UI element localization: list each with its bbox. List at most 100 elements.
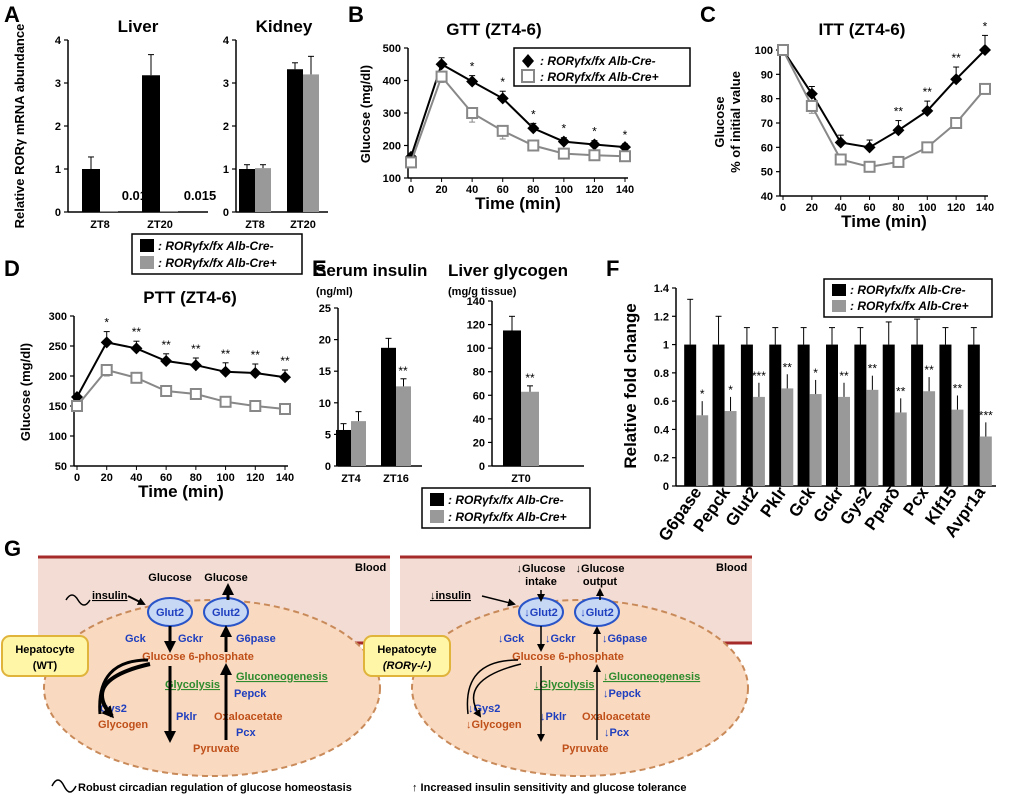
x-tick-label: 60	[160, 472, 172, 484]
y-tick-label: 3	[55, 78, 61, 90]
y-tick-label: 70	[761, 118, 773, 130]
data-point	[979, 44, 991, 56]
bar	[303, 74, 319, 213]
bar	[740, 344, 753, 486]
bar	[287, 69, 303, 213]
y-tick-label: 100	[467, 343, 485, 355]
x-tick-label: 60	[497, 184, 509, 196]
data-point	[219, 395, 232, 408]
glucose-output-label-2: output	[583, 576, 618, 588]
data-point	[249, 400, 262, 412]
legend-swatch-wt	[140, 239, 154, 252]
chart-title: Liver glycogen	[448, 261, 568, 280]
chart-d-ptt: 50 100 150 200 250 300 0 20 40 60 80 100 120 140 Time …	[18, 288, 294, 501]
x-tick-label: ZT8	[245, 219, 265, 231]
y-axis-label: Glucose (mg/dl)	[358, 65, 373, 163]
x-tick-label: 40	[130, 472, 142, 484]
chart-e-insulin: 0 5 10 15 20 25 ZT4 ZT16 Serum insulin (ng/ml) **	[315, 261, 427, 485]
glycolysis-label: ↓Glycolysis	[534, 679, 595, 691]
panel-label-f: F	[606, 256, 619, 281]
chart-title: GTT (ZT4-6)	[446, 20, 541, 39]
legend-marker-wt	[522, 54, 534, 68]
pcx-label: ↓Pcx	[604, 727, 630, 739]
blood-label: Blood	[716, 562, 747, 574]
hepatocyte-cell	[43, 599, 381, 777]
y-tick-label: 200	[49, 371, 67, 383]
significance-marker: **	[951, 51, 961, 65]
y-tick-label: 100	[755, 45, 773, 57]
g6p-label: Glucose 6-phosphate	[512, 651, 624, 663]
y-tick-label: 150	[49, 401, 67, 413]
y-tick-label: 0.4	[654, 424, 670, 436]
bar	[752, 396, 765, 486]
legend-wt-label: : RORγfx/fx Alb-Cre-	[448, 493, 564, 507]
data-label: 0.015	[184, 188, 217, 203]
bar	[939, 344, 952, 486]
x-tick-label: 0	[780, 202, 786, 214]
y-tick-label: 500	[383, 43, 401, 55]
bar	[160, 211, 178, 212]
pepck-label: Pepck	[234, 688, 267, 700]
significance-marker: ***	[752, 369, 766, 383]
x-tick-label: 20	[806, 202, 818, 214]
y-tick-label: 3	[223, 78, 229, 90]
oxaloacetate-label: Oxaloacetate	[214, 711, 282, 723]
significance-marker: **	[191, 342, 201, 356]
significance-marker: *	[104, 316, 109, 330]
x-tick-label: 140	[976, 202, 994, 214]
data-point	[100, 336, 113, 349]
bar	[781, 388, 794, 486]
y-tick-label: 80	[473, 367, 485, 379]
x-tick-label: 140	[276, 472, 294, 484]
glucose-in-label: Glucose	[148, 572, 191, 584]
bar	[696, 415, 709, 486]
y-axis-label-line: Glucose	[712, 96, 727, 147]
legend-wt-label: : RORγfx/fx Alb-Cre-	[540, 54, 656, 68]
data-point	[892, 124, 905, 137]
bar	[882, 344, 895, 486]
data-point	[496, 92, 509, 105]
y-tick-label: 200	[383, 141, 401, 153]
significance-marker: **	[398, 364, 408, 378]
glucose-output-label: ↓Glucose	[576, 563, 625, 575]
data-point	[100, 364, 113, 376]
y-tick-label: 10	[319, 398, 331, 410]
x-tick-label: 80	[892, 202, 904, 214]
data-point	[496, 124, 509, 137]
legend-f: : RORγfx/fx Alb-Cre- : RORγfx/fx Alb-Cre…	[823, 278, 993, 318]
chart-a-liver: 0 1 2 3 4 ZT8 ZT20 Liver Relative RORγ mRNA abun…	[12, 17, 216, 231]
bar	[396, 386, 411, 466]
x-tick-label: 80	[527, 184, 539, 196]
bar	[894, 412, 907, 486]
x-tick-label: 140	[616, 184, 634, 196]
significance-marker: **	[783, 360, 793, 374]
data-point	[557, 135, 570, 148]
data-point	[279, 371, 291, 384]
significance-marker: *	[728, 383, 733, 397]
y-tick-label: 20	[319, 335, 331, 347]
bar	[142, 75, 160, 212]
bar	[684, 344, 697, 486]
significance-marker: **	[251, 348, 261, 362]
chart-title: Kidney	[256, 17, 313, 36]
x-axis-label: Time (min)	[841, 212, 927, 231]
y-tick-label: 0	[55, 207, 61, 219]
data-point	[619, 141, 631, 154]
data-point	[921, 104, 934, 117]
significance-marker: **	[161, 338, 171, 352]
significance-marker: *	[592, 125, 597, 139]
glycolysis-label: Glycolysis	[165, 679, 220, 691]
y-tick-label: 140	[467, 296, 485, 308]
x-tick-label: 100	[555, 184, 573, 196]
g6pase-label: ↓G6pase	[602, 633, 647, 645]
y-tick-label: 4	[223, 35, 230, 47]
y-tick-label: 300	[383, 108, 401, 120]
legend-marker-ko	[521, 69, 535, 83]
y-tick-label: 1.2	[654, 311, 669, 323]
y-axis-label-line: % of initial value	[728, 71, 743, 173]
data-point	[921, 141, 934, 154]
y-tick-label: 60	[473, 390, 485, 402]
bar	[336, 429, 351, 466]
bar	[769, 344, 782, 486]
legend-e: : RORγfx/fx Alb-Cre- : RORγfx/fx Alb-Cre…	[421, 487, 591, 529]
